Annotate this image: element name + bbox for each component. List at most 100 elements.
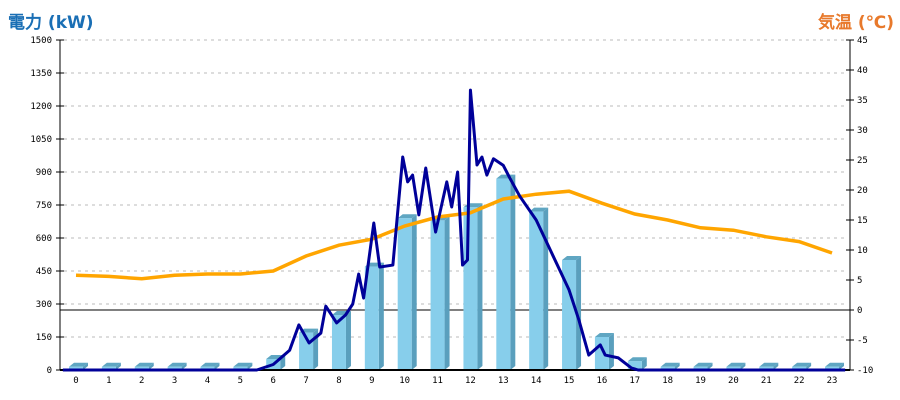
bar-top <box>134 362 154 367</box>
bar-side <box>444 216 450 370</box>
bar-top <box>562 256 582 260</box>
x-tick-label: 18 <box>662 376 673 386</box>
bar <box>660 366 675 370</box>
power-line <box>62 88 846 372</box>
x-tick-label: 20 <box>728 376 739 386</box>
left-tick-label: 750 <box>36 201 52 211</box>
x-tick-label: 3 <box>172 376 177 386</box>
bar <box>430 220 445 370</box>
right-tick-label: 0 <box>857 306 862 316</box>
x-tick-label: 9 <box>369 376 374 386</box>
bar <box>726 366 741 370</box>
bar <box>627 361 642 370</box>
right-tick-label: 40 <box>857 66 868 76</box>
temperature-line <box>75 189 833 281</box>
bar-top <box>825 362 845 367</box>
bar-side <box>247 362 253 370</box>
right-tick-label: 45 <box>857 36 868 46</box>
x-tick-label: 6 <box>271 376 276 386</box>
bar-top <box>200 362 220 367</box>
right-tick-label: 5 <box>857 276 862 286</box>
bar-top <box>101 362 121 367</box>
bar <box>364 266 379 370</box>
x-tick-label: 5 <box>238 376 243 386</box>
left-tick-label: 1350 <box>30 69 52 79</box>
bar <box>101 366 116 370</box>
bar-top <box>660 362 680 367</box>
x-tick-label: 13 <box>498 376 509 386</box>
right-tick-label: 30 <box>857 126 868 136</box>
right-tick-label: 15 <box>857 216 868 226</box>
bar-top <box>397 214 417 219</box>
x-tick-label: 15 <box>564 376 575 386</box>
bar-side <box>839 362 845 370</box>
right-tick-label: 35 <box>857 96 868 106</box>
bar-top <box>627 357 647 362</box>
left-tick-label: 150 <box>36 333 52 343</box>
left-tick-label: 300 <box>36 300 52 310</box>
bar <box>331 315 346 370</box>
x-tick-label: 2 <box>139 376 144 386</box>
bar <box>562 260 577 370</box>
x-tick-label: 16 <box>596 376 607 386</box>
bar <box>529 211 544 370</box>
left-tick-label: 1050 <box>30 135 52 145</box>
right-tick-label: 20 <box>857 186 868 196</box>
bar-top <box>726 362 746 367</box>
bar <box>693 366 708 370</box>
x-tick-label: 11 <box>432 376 443 386</box>
bar <box>792 366 807 370</box>
left-tick-label: 0 <box>47 366 52 376</box>
bar-side <box>214 362 220 370</box>
bar-top <box>792 362 812 367</box>
right-tick-label: 25 <box>857 156 868 166</box>
bar-side <box>740 362 746 370</box>
left-tick-label: 600 <box>36 234 52 244</box>
bar-top <box>759 362 779 367</box>
bar-side <box>773 362 779 370</box>
bar-top <box>693 362 713 367</box>
bar-side <box>674 362 680 370</box>
left-axis-title: 電力 (kW) <box>8 13 94 33</box>
bar <box>134 366 149 370</box>
bar-side <box>148 362 154 370</box>
bar-side <box>806 362 812 370</box>
bar-side <box>510 174 516 370</box>
x-tick-label: 1 <box>106 376 111 386</box>
bar-top <box>529 207 549 212</box>
bar <box>167 366 182 370</box>
x-tick-label: 14 <box>531 376 542 386</box>
bar-top <box>594 333 614 337</box>
bar-side <box>181 362 187 370</box>
bar-side <box>411 214 417 370</box>
bar <box>200 366 215 370</box>
right-tick-label: -10 <box>857 366 873 376</box>
x-tick-label: 21 <box>761 376 772 386</box>
bar <box>594 337 609 370</box>
bar-side <box>115 362 121 370</box>
bar <box>463 207 478 370</box>
x-tick-label: 22 <box>794 376 805 386</box>
left-tick-label: 1500 <box>30 36 52 46</box>
x-tick-label: 23 <box>827 376 838 386</box>
right-tick-label: 10 <box>857 246 868 256</box>
left-tick-label: 900 <box>36 168 52 178</box>
x-tick-label: 4 <box>205 376 210 386</box>
bar <box>496 178 511 370</box>
x-tick-label: 10 <box>399 376 410 386</box>
bar <box>759 366 774 370</box>
bar <box>69 366 83 370</box>
right-tick-label: -5 <box>857 336 868 346</box>
x-tick-label: 17 <box>629 376 640 386</box>
x-tick-label: 19 <box>695 376 706 386</box>
x-tick-label: 0 <box>73 376 78 386</box>
bar-side <box>543 207 549 370</box>
bar-side <box>83 362 88 370</box>
x-tick-label: 7 <box>303 376 308 386</box>
bar <box>825 366 840 370</box>
left-tick-label: 1200 <box>30 102 52 112</box>
bar-side <box>608 333 614 370</box>
bar-side <box>641 357 647 370</box>
